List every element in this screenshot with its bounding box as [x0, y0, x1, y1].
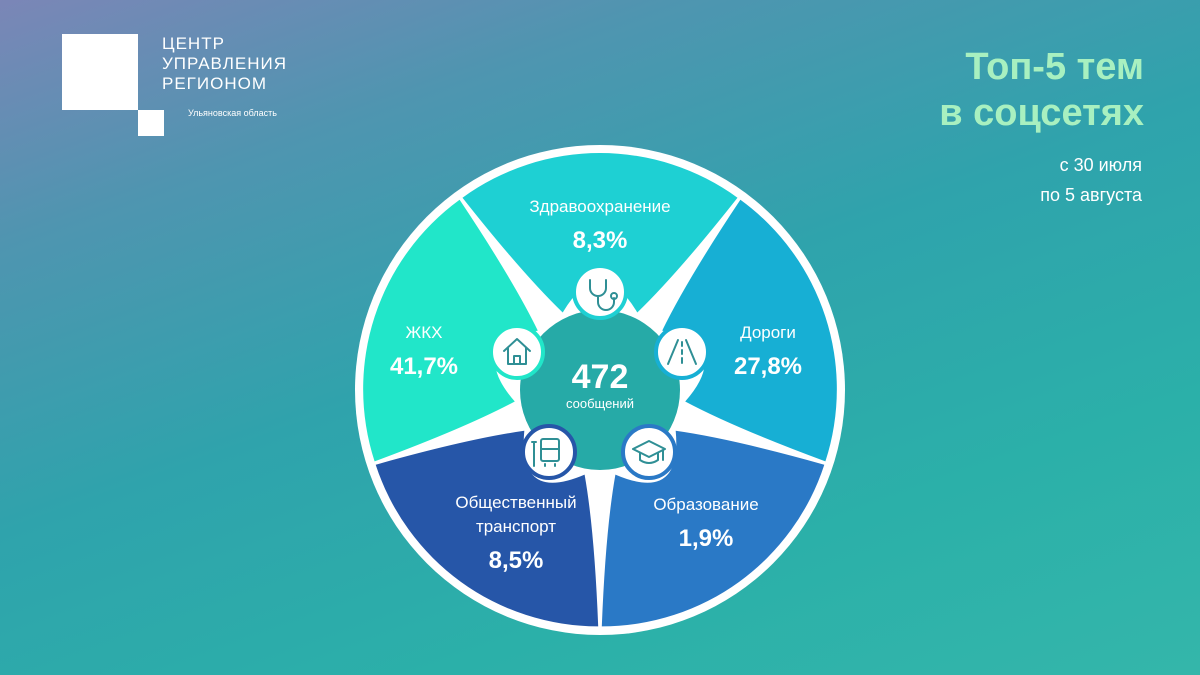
- chart-slice: [601, 430, 825, 627]
- slice-value: 41,7%: [390, 353, 458, 380]
- stethoscope-icon: [572, 264, 628, 320]
- slice-label: Образование: [653, 495, 758, 514]
- chart-slice: [363, 199, 538, 462]
- logo-square-small: [138, 110, 164, 136]
- chart-slice: [662, 199, 837, 462]
- slice-label: ЖКХ: [406, 323, 443, 342]
- title-line-1: Топ-5 тем: [965, 46, 1144, 88]
- road-icon: [654, 324, 710, 380]
- slice-label: Общественный: [455, 493, 576, 512]
- slice-value: 8,5%: [489, 547, 544, 574]
- logo-line-1: ЦЕНТР: [162, 34, 225, 53]
- slice-label: транспорт: [476, 517, 556, 536]
- slice-value: 8,3%: [573, 227, 628, 254]
- slice-value: 1,9%: [679, 525, 734, 552]
- logo-region: Ульяновская область: [188, 108, 277, 118]
- bus-icon: [521, 424, 577, 480]
- house-icon: [489, 324, 545, 380]
- period-line-1: с 30 июля: [1059, 155, 1142, 175]
- slice-value: 27,8%: [734, 353, 802, 380]
- slice-label: Здравоохранение: [529, 197, 670, 216]
- title-line-2: в соцсетях: [939, 92, 1144, 134]
- logo-square-large: [62, 34, 138, 110]
- logo-line-2: УПРАВЛЕНИЯ: [162, 54, 287, 73]
- period-line-2: по 5 августа: [1040, 185, 1142, 205]
- logo-name: ЦЕНТР УПРАВЛЕНИЯ РЕГИОНОМ: [162, 34, 287, 94]
- total-count: 472: [572, 358, 629, 396]
- logo: ЦЕНТР УПРАВЛЕНИЯ РЕГИОНОМ Ульяновская об…: [62, 34, 322, 144]
- page-title: Топ-5 тем в соцсетях: [939, 44, 1144, 136]
- date-range: с 30 июля по 5 августа: [1040, 150, 1142, 210]
- chart-slice: [462, 153, 738, 313]
- total-label: сообщений: [566, 396, 634, 411]
- chart-slice: [375, 430, 599, 627]
- graduation-cap-icon: [621, 424, 677, 480]
- logo-line-3: РЕГИОНОМ: [162, 74, 267, 93]
- slice-label: Дороги: [740, 323, 796, 342]
